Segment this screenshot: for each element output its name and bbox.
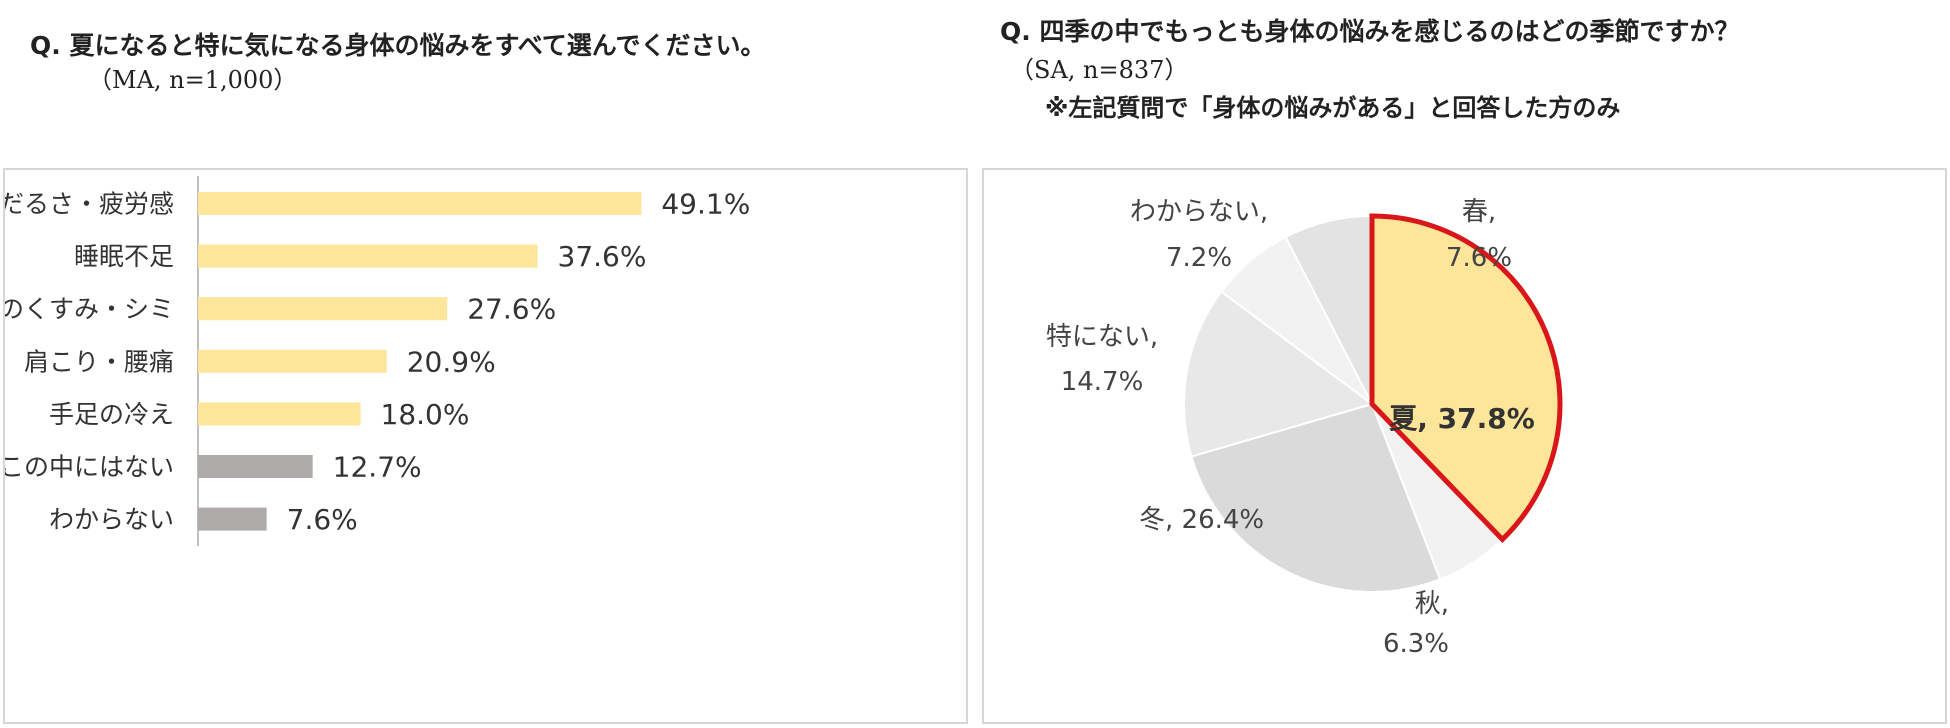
bar-category-label: この中にはない [5, 453, 174, 482]
left-question-title: Q. 夏になると特に気になる身体の悩みをすべて選んでください。 [30, 31, 766, 60]
bar-value-label: 7.6% [287, 503, 358, 536]
pie-slice-highlight [1369, 213, 1563, 543]
bar [198, 455, 313, 478]
bar-value-label: 12.7% [333, 451, 422, 484]
pie-slice-value-label: 14.7% [1061, 367, 1144, 397]
bar [198, 349, 387, 373]
bar [198, 297, 448, 321]
pie-slice-value-label: 6.3% [1383, 629, 1449, 659]
pie-slice-value-label: 7.6% [1446, 243, 1512, 273]
bar-chart-panel: だるさ・疲労感 49.1% 睡眠不足 37.6% 肌のくすみ・シミ 27.6% 肩こり・腰痛… [3, 168, 968, 724]
bar-value-label: 27.6% [467, 293, 556, 326]
bar [198, 244, 538, 268]
pie-slice-label: 春, [1462, 197, 1496, 227]
bar [198, 402, 361, 426]
right-question-note: ※左記質問で「身体の悩みがある」と回答した方のみ [1045, 94, 1621, 122]
pie-slice-label: 特にない, [1046, 322, 1158, 352]
pie-slice [1183, 290, 1375, 458]
left-question-sample: （MA, n=1,000） [88, 66, 298, 94]
pie-slice [1190, 402, 1442, 593]
pie-slice-label: 夏, 37.8% [1389, 402, 1535, 435]
pie-slice-value-label: 7.2% [1166, 243, 1232, 273]
pie-slice-label: 冬, 26.4% [1139, 505, 1264, 535]
right-question-sample: （SA, n=837） [1010, 56, 1189, 84]
bar-category-label: だるさ・疲労感 [5, 190, 174, 219]
bar [198, 507, 267, 531]
bar-value-label: 18.0% [381, 398, 470, 431]
bar-category-label: わからない [49, 505, 174, 534]
bar-chart: だるさ・疲労感 49.1% 睡眠不足 37.6% 肌のくすみ・シミ 27.6% 肩こり・腰痛… [5, 176, 750, 546]
bar-value-label: 37.6% [558, 240, 647, 273]
pie-slice-label: わからない, [1130, 197, 1268, 227]
bar-category-label: 肩こり・腰痛 [24, 347, 174, 376]
pie-chart-panel: 夏, 37.8% 秋, 6.3% 冬, 26.4% 特にない, 14.7% わからない, 7.… [982, 168, 1947, 724]
pie-chart: 夏, 37.8% 秋, 6.3% 冬, 26.4% 特にない, 14.7% わからない, 7.… [1046, 197, 1563, 659]
pie-slice-label: 秋, [1415, 589, 1449, 619]
bar-category-label: 手足の冷え [49, 400, 174, 429]
bar-value-label: 20.9% [407, 345, 496, 378]
bar-value-label: 49.1% [661, 188, 750, 221]
bar-category-label: 肌のくすみ・シミ [5, 295, 174, 324]
bar [198, 192, 642, 215]
right-question-title: Q. 四季の中でもっとも身体の悩みを感じるのはどの季節ですか？ [1000, 17, 1740, 46]
bar-category-label: 睡眠不足 [74, 242, 174, 271]
